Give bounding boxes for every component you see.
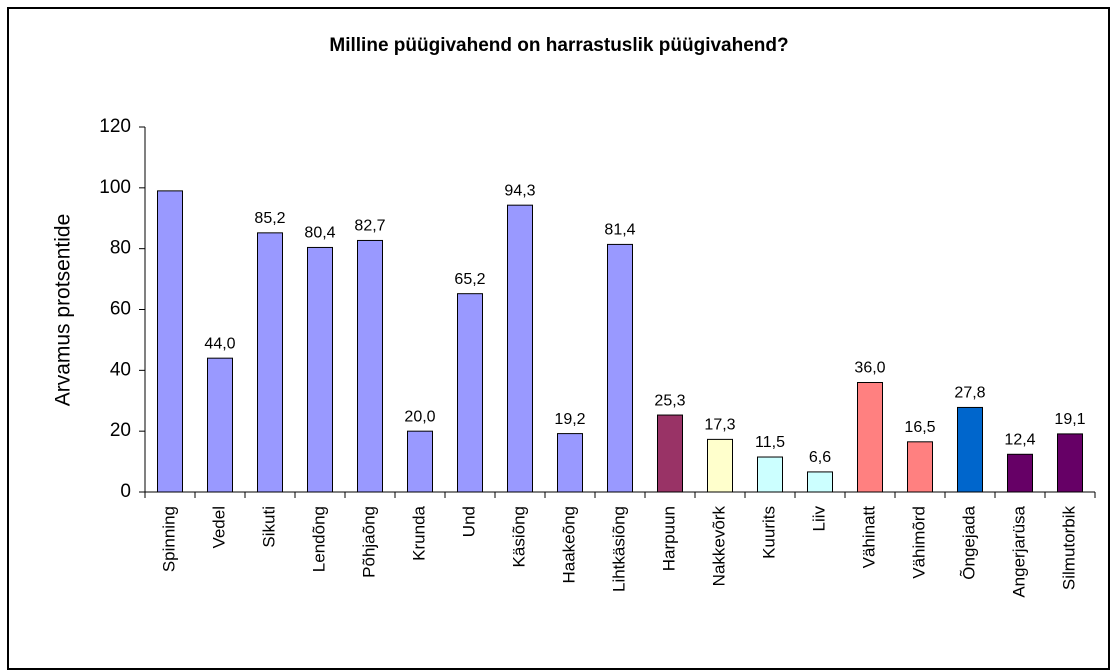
bar	[757, 456, 783, 493]
bar	[257, 232, 283, 493]
x-tick-label: Vedel	[209, 506, 228, 549]
value-label: 19,1	[1054, 411, 1085, 428]
bar	[907, 441, 933, 493]
x-tick-label: Põhjaõng	[359, 506, 378, 578]
x-tick-label: Õngejada	[959, 505, 978, 579]
x-tick-label: Lendõng	[309, 506, 328, 572]
value-label: 81,4	[604, 222, 635, 239]
bar	[857, 382, 883, 493]
bar	[207, 357, 233, 493]
x-tick-label: Käsiõng	[509, 506, 528, 567]
x-tick-label: Haakeõng	[559, 506, 578, 584]
bar	[607, 243, 633, 493]
value-label: 85,2	[254, 210, 285, 227]
bar	[357, 239, 383, 493]
chart-frame	[7, 7, 1110, 670]
value-label: 20,0	[404, 408, 435, 425]
value-label: 80,4	[304, 225, 335, 242]
x-tick-label: Kuurits	[759, 506, 778, 559]
bar	[657, 414, 683, 493]
bar	[707, 438, 733, 493]
x-tick-label: Krunda	[409, 505, 428, 560]
bar	[557, 433, 583, 493]
y-tick-label: 120	[99, 116, 131, 137]
value-label: 6,6	[809, 449, 831, 466]
y-axis-label: Arvamus protsentide	[52, 214, 75, 407]
x-tick-label: Und	[459, 506, 478, 537]
x-tick-label: Lihtkäsiõng	[609, 506, 628, 592]
y-tick-label: 60	[110, 299, 131, 320]
value-label: 94,3	[504, 182, 535, 199]
bar	[457, 293, 483, 493]
bar	[307, 246, 333, 493]
x-tick-label: Harpuun	[659, 506, 678, 571]
x-tick-label: Vähimõrd	[909, 506, 928, 579]
value-label: 12,4	[1004, 432, 1035, 449]
bar	[157, 190, 183, 493]
bar	[407, 430, 433, 493]
x-tick-label: Spinning	[159, 506, 178, 572]
value-label: 44,0	[204, 335, 235, 352]
x-tick-label: Nakkevõrk	[709, 506, 728, 587]
y-tick-label: 80	[110, 238, 131, 259]
x-tick-label: Angerjarüsa	[1009, 505, 1028, 597]
value-label: 25,3	[654, 392, 685, 409]
value-label: 27,8	[954, 385, 985, 402]
value-label: 11,5	[755, 434, 785, 451]
chart-title: Milline püügivahend on harrastuslik püüg…	[329, 35, 788, 56]
bar	[957, 406, 983, 493]
x-tick-label: Silmutorbik	[1059, 506, 1078, 591]
value-label: 82,7	[354, 218, 385, 235]
value-label: 36,0	[854, 360, 885, 377]
x-tick-label: Sikuti	[259, 506, 278, 548]
bar	[1007, 453, 1033, 493]
y-tick-label: 100	[99, 177, 131, 198]
y-tick-label: 0	[120, 481, 131, 502]
x-tick-label: Liiv	[809, 506, 828, 532]
value-label: 19,2	[554, 411, 585, 428]
value-label: 17,3	[704, 417, 735, 434]
y-tick-label: 40	[110, 359, 131, 380]
x-tick-label: Vähinatt	[859, 506, 878, 569]
bar	[507, 204, 533, 493]
bar	[807, 471, 833, 493]
y-tick-label: 20	[110, 420, 131, 441]
bar	[1057, 433, 1083, 493]
value-label: 65,2	[454, 271, 485, 288]
value-label: 16,5	[904, 419, 935, 436]
